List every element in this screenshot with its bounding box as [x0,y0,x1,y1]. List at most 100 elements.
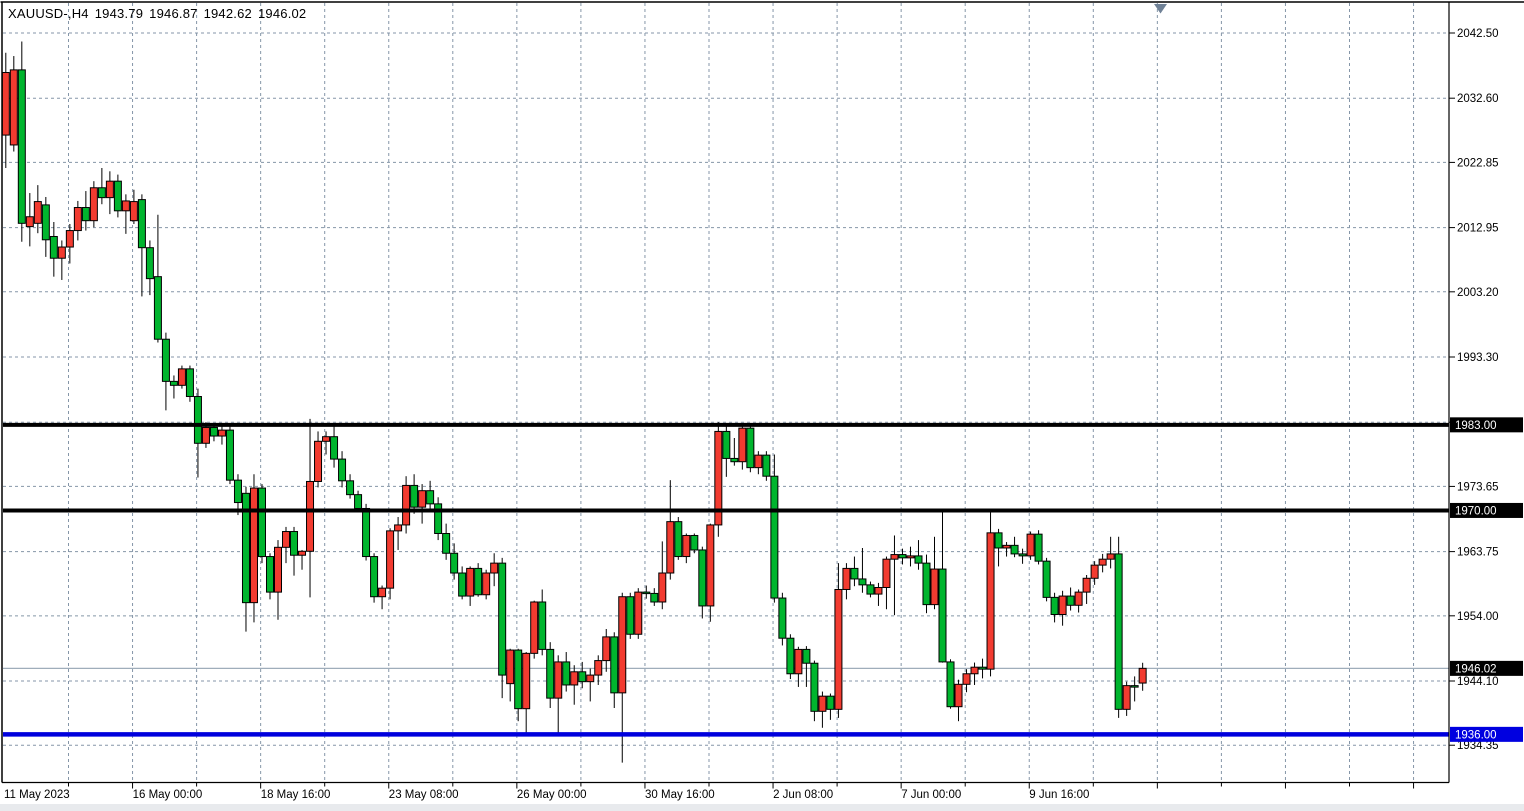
y-axis-tick-label: 2022.85 [1457,157,1499,169]
candle-bearish [233,479,242,504]
candle-bullish [1122,685,1131,710]
candle-bullish [570,671,579,686]
candle-bullish [105,180,114,199]
candle-bullish [57,246,66,259]
candle-bullish [490,562,499,574]
y-axis-tick-label: 1973.65 [1457,481,1499,493]
candle-bullish [33,201,42,224]
candle-bearish [169,380,178,386]
candle-bullish [129,201,138,222]
candle-bullish [954,683,963,708]
price-level-badge [1450,502,1523,518]
candle-bearish [802,648,811,664]
candle-bearish [241,492,250,604]
candle-bullish [1058,595,1067,615]
candle-bullish [754,454,763,469]
candle-bearish [938,568,947,663]
candle-bearish [346,480,355,496]
candle-bearish [866,584,875,595]
candle-bullish [298,550,307,556]
candle-bearish [1042,560,1051,598]
candle-bearish [1034,533,1043,562]
candle-bullish [554,661,563,699]
candle-bullish [306,480,315,552]
x-axis-date-label: 11 May 2023 [4,789,70,801]
candle-bearish [161,338,170,382]
candle-bullish [177,368,186,386]
candle-bearish [354,494,363,509]
candle-bullish [874,586,883,595]
candle-bearish [498,562,507,676]
candle-bullish [482,572,491,596]
candle-bullish [1106,553,1115,560]
candle-bullish [586,674,595,683]
candle-bearish [858,578,867,586]
candle-bullish [249,487,258,604]
candle-bullish [1026,533,1035,557]
candle-bearish [650,592,659,603]
candle-bullish [738,427,747,463]
candle-bullish [794,648,803,675]
candle-bearish [562,661,571,686]
candle-bearish [1050,596,1059,615]
candle-bearish [610,636,619,694]
candle-bearish [81,207,90,222]
candle-bearish [1114,553,1123,710]
candle-bullish [594,660,603,676]
x-axis-date-label: 18 May 16:00 [261,789,331,801]
y-axis-tick-label: 1963.75 [1457,547,1499,559]
current-price-badge-label: 1946.02 [1455,664,1497,676]
candle-bearish [410,484,419,508]
candle-bullish [65,230,74,248]
candle-bearish [113,180,122,212]
y-axis-tick-label: 2032.60 [1457,93,1499,105]
candle-bearish [914,555,923,564]
candle-bearish [97,187,106,199]
candle-bearish [1010,544,1019,555]
candle-bullish [1138,667,1147,684]
candle-bullish [666,521,675,574]
low-value: 1942.62 [203,6,252,21]
candle-bullish [1082,577,1091,593]
ohlc-quote: XAUUSD-,H4 1943.79 1946.87 1942.62 1946.02 [8,6,312,21]
candle-bullish [274,546,283,593]
candle-bearish [1130,685,1139,688]
candle-bullish [530,601,539,654]
candle-bullish [818,695,827,712]
candle-bearish [730,457,739,463]
x-axis-date-label: 7 Jun 00:00 [901,789,961,801]
candle-bearish [578,671,587,683]
candle-bearish [434,503,443,534]
high-value: 1946.87 [149,6,198,21]
y-axis-tick-label: 2012.95 [1457,223,1499,235]
candle-bullish [322,436,331,442]
candle-bearish [370,556,379,598]
x-axis-date-label: 26 May 00:00 [517,789,587,801]
price-level-badge [1450,417,1523,433]
candle-bullish [658,572,667,603]
candle-bearish [290,531,299,556]
candle-bullish [1090,564,1099,579]
candle-bearish [458,572,467,597]
x-axis-date-label: 9 Jun 16:00 [1029,789,1089,801]
candle-bullish [1002,544,1011,549]
candle-bearish [145,247,154,280]
candle-bullish [9,69,18,146]
candle-bullish [466,567,475,597]
candle-bullish [682,534,691,558]
open-value: 1943.79 [94,6,144,21]
price-level-badge-label: 1970.00 [1455,506,1497,518]
y-axis-tick-label: 2003.20 [1457,287,1499,299]
candle-bullish [834,588,843,710]
candle-bearish [426,490,435,505]
candle-bullish [1074,591,1083,606]
candle-bullish [634,591,643,635]
candle-bearish [994,532,1003,549]
candle-bullish [930,568,939,606]
chart-shift-triangle-icon[interactable] [1154,4,1167,14]
candle-bearish [850,567,859,580]
candle-bearish [153,276,162,340]
x-axis-date-label: 30 May 16:00 [645,789,715,801]
